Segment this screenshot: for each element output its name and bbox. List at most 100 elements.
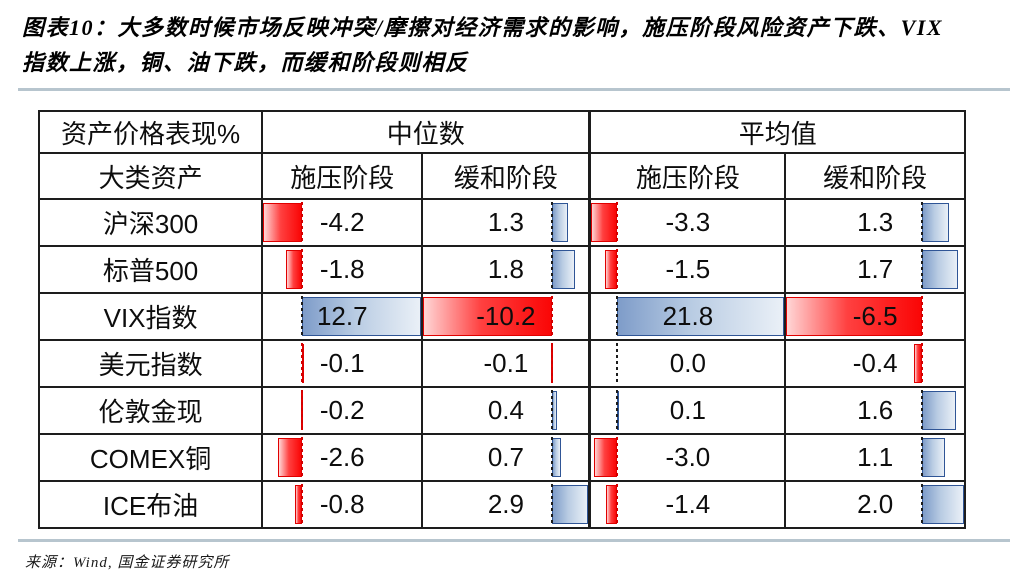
data-bar	[264, 203, 303, 242]
zero-axis-line	[301, 390, 304, 431]
value-label: 1.8	[487, 254, 524, 284]
value-cell: -0.4	[784, 339, 966, 388]
value-cell: 0.4	[421, 386, 591, 435]
asset-name: COMEX铜	[37, 433, 264, 482]
zero-axis-line	[615, 202, 618, 243]
data-bar	[922, 391, 956, 430]
subheader-mean-ease: 缓和阶段	[784, 152, 966, 200]
value-label: 21.8	[662, 301, 714, 331]
value-cell: 21.8	[588, 292, 787, 341]
data-bar	[285, 250, 303, 289]
value-label: 1.3	[487, 207, 524, 237]
zero-axis-line	[615, 296, 618, 337]
value-cell: -6.5	[784, 292, 966, 341]
data-bar	[922, 250, 958, 289]
data-bar	[616, 297, 784, 336]
data-bar	[922, 438, 946, 477]
value-label: 1.7	[857, 254, 894, 284]
table-row: 沪深300 -4.2 1.3 -3.3 1.3	[37, 198, 966, 247]
zero-axis-line	[921, 437, 924, 478]
value-cell: 1.7	[784, 245, 966, 294]
zero-axis-line	[921, 296, 924, 337]
zero-axis-line	[550, 343, 553, 384]
value-label: 0.7	[487, 442, 524, 472]
asset-name: 沪深300	[37, 198, 264, 247]
zero-axis-line	[550, 437, 553, 478]
zero-axis-line	[615, 343, 618, 384]
data-bar	[592, 203, 617, 242]
value-label: -10.2	[476, 301, 536, 331]
zero-axis-line	[615, 437, 618, 478]
zero-axis-line	[615, 249, 618, 290]
value-label: -0.2	[319, 395, 365, 425]
value-cell: 0.7	[421, 433, 591, 482]
zero-axis-line	[921, 249, 924, 290]
figure-title-line-1: 图表10：大多数时候市场反映冲突/摩擦对经济需求的影响，施压阶段风险资产下跌、V…	[22, 15, 944, 40]
zero-axis-line	[301, 437, 304, 478]
subheader-median-pressure: 施压阶段	[261, 152, 424, 200]
zero-axis-line	[550, 484, 553, 525]
value-label: 1.3	[857, 207, 894, 237]
group-header-median: 中位数	[261, 110, 591, 154]
value-label: -1.4	[665, 489, 711, 519]
asset-name: 美元指数	[37, 339, 264, 388]
group-header-mean: 平均值	[588, 110, 967, 154]
value-cell: 2.9	[421, 480, 591, 529]
value-label: 2.0	[857, 489, 894, 519]
value-cell: 0.1	[588, 386, 787, 435]
value-cell: -4.2	[261, 198, 424, 247]
zero-axis-line	[921, 484, 924, 525]
asset-name: ICE布油	[37, 480, 264, 529]
value-cell: 1.6	[784, 386, 966, 435]
title-divider	[18, 88, 1010, 91]
value-label: -3.3	[665, 207, 711, 237]
corner-header-cell: 资产价格表现%	[37, 110, 264, 154]
value-label: -0.4	[852, 348, 898, 378]
value-cell: 2.0	[784, 480, 966, 529]
data-bar	[551, 485, 588, 524]
value-cell: 0.0	[588, 339, 787, 388]
source-note: 来源：Wind, 国金证券研究所	[25, 555, 230, 571]
zero-axis-line	[615, 484, 618, 525]
value-label: -1.5	[665, 254, 711, 284]
value-label: -2.6	[319, 442, 365, 472]
bottom-divider	[18, 539, 1010, 542]
value-cell: -0.1	[421, 339, 591, 388]
value-cell: -0.1	[261, 339, 424, 388]
table-group-header-row: 资产价格表现% 中位数 平均值	[37, 110, 967, 154]
zero-axis-line	[550, 390, 553, 431]
data-bar	[278, 438, 303, 477]
value-cell: -2.6	[261, 433, 424, 482]
value-cell: -1.4	[588, 480, 787, 529]
data-bar	[922, 203, 950, 242]
zero-axis-line	[301, 484, 304, 525]
value-label: 2.9	[487, 489, 524, 519]
zero-axis-line	[615, 390, 618, 431]
value-label: -1.8	[319, 254, 365, 284]
data-bar	[551, 250, 575, 289]
value-label: 0.4	[487, 395, 524, 425]
row-header-cell: 大类资产	[37, 152, 264, 200]
value-cell: -0.2	[261, 386, 424, 435]
asset-name: 标普500	[37, 245, 264, 294]
table-row: ICE布油 -0.8 2.9 -1.4 2.0	[37, 480, 966, 529]
value-cell: -3.0	[588, 433, 787, 482]
table-row: 美元指数 -0.1 -0.1 0.0 -0.4	[37, 339, 966, 388]
zero-axis-line	[921, 343, 924, 384]
data-bar	[922, 485, 964, 524]
value-label: 0.1	[669, 395, 706, 425]
data-bar	[551, 203, 569, 242]
value-label: 1.6	[857, 395, 894, 425]
value-label: 0.0	[669, 348, 706, 378]
value-cell: -1.5	[588, 245, 787, 294]
zero-axis-line	[550, 202, 553, 243]
zero-axis-line	[301, 296, 304, 337]
zero-axis-line	[921, 390, 924, 431]
value-cell: -1.8	[261, 245, 424, 294]
zero-axis-line	[921, 202, 924, 243]
subheader-median-ease: 缓和阶段	[421, 152, 591, 200]
value-label: -0.1	[483, 348, 529, 378]
table-row: COMEX铜 -2.6 0.7 -3.0 1.1	[37, 433, 966, 482]
value-label: -4.2	[319, 207, 365, 237]
